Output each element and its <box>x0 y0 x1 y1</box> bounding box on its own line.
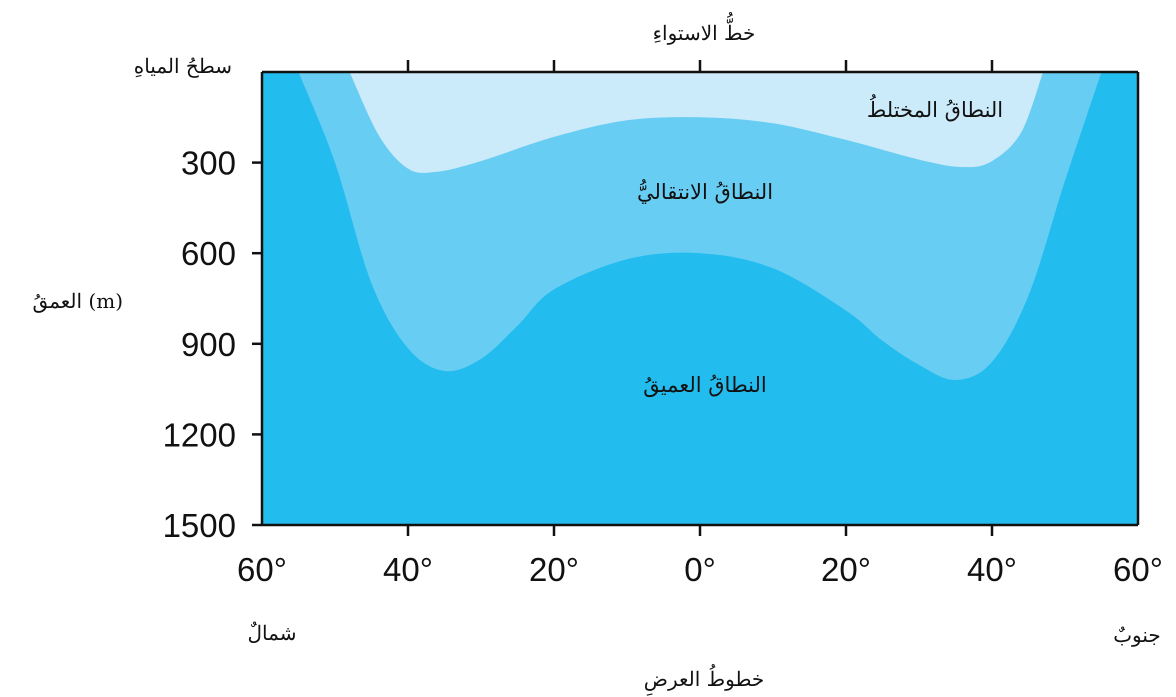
y-tick-label: 900 <box>181 326 236 363</box>
y-tick-label: 300 <box>181 145 236 182</box>
depth-axis-label: العمقُ (m) <box>33 289 123 313</box>
water-surface-label: سطحُ المياهِ <box>134 54 232 78</box>
transition-zone-label: النطاقُ الانتقاليُّ <box>637 179 773 204</box>
latitude-axis-label: خطوطُ العرضِ <box>644 664 764 696</box>
north-label: شمالٌ <box>248 621 297 645</box>
south-label: جنوبٌ <box>1113 623 1161 647</box>
axes <box>252 60 1140 536</box>
x-tick-labels: 60° 40° 20° 0° 20° 40° 60° <box>237 551 1163 588</box>
x-tick-label: 20° <box>529 551 579 588</box>
y-tick-label: 1200 <box>163 416 236 453</box>
x-tick-label: 40° <box>967 551 1017 588</box>
y-tick-label: 1500 <box>163 507 236 544</box>
x-tick-label: 60° <box>237 551 287 588</box>
plot-area <box>262 72 1138 525</box>
mixed-zone-label: النطاقُ المختلطُ <box>867 93 1003 122</box>
x-tick-label: 40° <box>383 551 433 588</box>
x-tick-label: 60° <box>1113 551 1163 588</box>
y-tick-labels: 300 600 900 1200 1500 <box>163 145 236 544</box>
x-tick-label: 20° <box>821 551 871 588</box>
mixed-zone-area <box>349 72 1044 173</box>
y-tick-label: 600 <box>181 235 236 272</box>
equator-label: خطُّ الاستواءِ <box>653 12 756 45</box>
x-tick-label: 0° <box>684 551 716 588</box>
deep-zone-label: النطاقُ العميقُ <box>643 373 767 398</box>
